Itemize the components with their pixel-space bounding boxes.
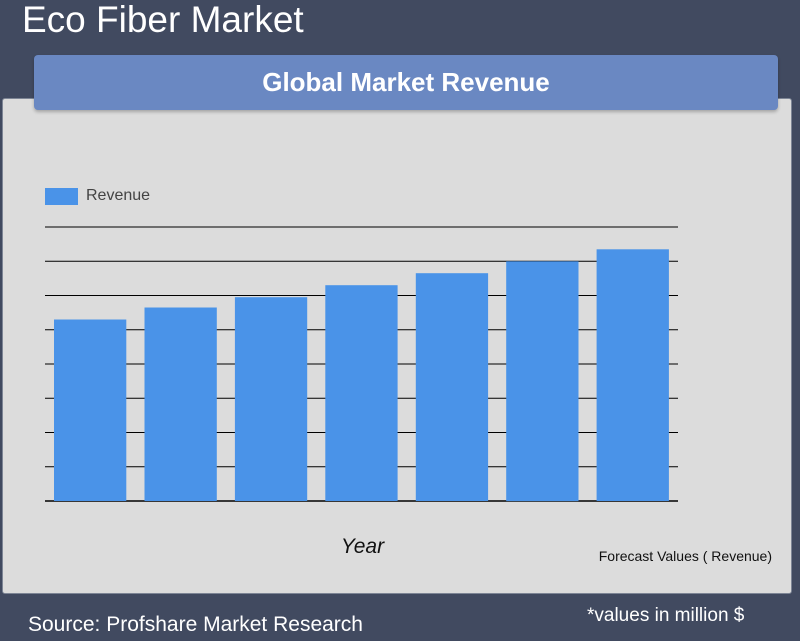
legend-label-revenue: Revenue [86,187,151,204]
chart-title-banner: Global Market Revenue [34,55,778,110]
bar-5 [415,273,489,501]
chart-title: Global Market Revenue [262,67,550,97]
bar-2 [144,307,217,501]
bar-7 [596,249,669,501]
legend-swatch-revenue [45,187,78,205]
bar-1 [54,319,127,501]
forecast-note: Forecast Values ( Revenue) [598,548,772,564]
chart-legend: Revenue [45,187,150,205]
page-title: Eco Fiber Market [22,0,304,40]
bar-3 [234,297,308,501]
unit-note: *values in million $ [587,605,745,626]
bar-4 [325,285,398,501]
x-axis-label: Year [340,535,385,558]
source-text: Source: Profshare Market Research [28,613,363,636]
bar-6 [506,261,579,502]
bars [54,249,669,502]
